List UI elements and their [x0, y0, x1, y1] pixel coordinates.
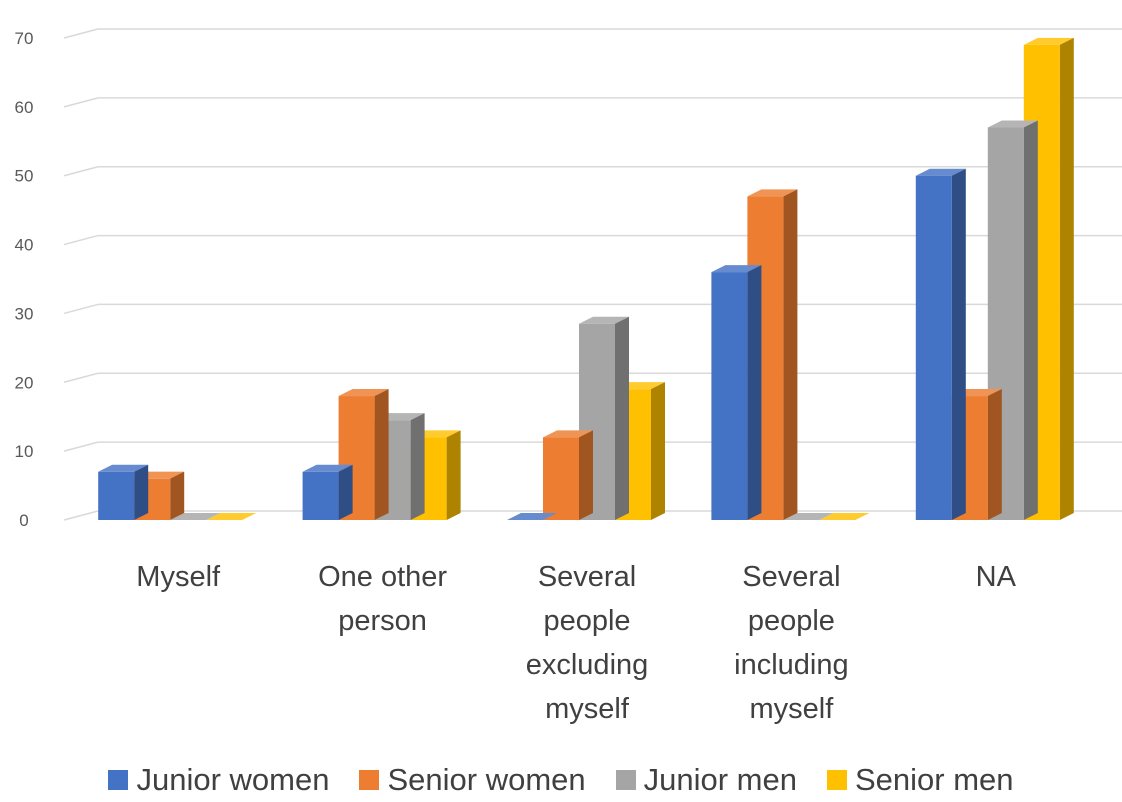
y-tick-label: 70 [15, 29, 34, 48]
bar-front [98, 472, 134, 520]
category-label: person [338, 605, 427, 637]
legend-item: Senior women [359, 762, 585, 798]
bar-side [952, 169, 966, 520]
bar-side [1060, 38, 1074, 520]
y-tick-label: 60 [15, 98, 34, 117]
legend-label: Junior women [136, 762, 329, 798]
gridline-depth [64, 304, 98, 313]
legend: Junior women Senior women Junior men Senior… [0, 758, 1122, 802]
bar-side [988, 389, 1002, 520]
legend-item: Senior men [827, 762, 1014, 798]
legend-swatch [616, 770, 636, 790]
gridline-depth [64, 167, 98, 176]
category-labels: Myself One other person Several people exclud… [136, 561, 1016, 725]
gridline-depth [64, 29, 98, 38]
gridline-depth [64, 442, 98, 451]
legend-item: Junior men [616, 762, 797, 798]
bar [303, 465, 353, 520]
category-label: people [748, 605, 835, 637]
bar-front [543, 437, 579, 520]
bar-side [447, 430, 461, 520]
gridline-depth [64, 236, 98, 245]
legend-label: Senior men [855, 762, 1014, 798]
legend-item: Junior women [108, 762, 329, 798]
y-axis-ticks: 0 10 20 30 40 50 60 70 [15, 29, 34, 530]
bar-side [579, 430, 593, 520]
gridline-depth [64, 511, 98, 520]
y-tick-label: 10 [15, 442, 34, 461]
bar-side [339, 465, 353, 520]
y-tick-label: 40 [15, 236, 34, 255]
legend-swatch [108, 770, 128, 790]
bar-side [375, 389, 389, 520]
bar-side [747, 265, 761, 520]
bar-side [134, 465, 148, 520]
bar-side [651, 382, 665, 520]
category-label: Several [742, 561, 840, 593]
y-tick-label: 50 [15, 167, 34, 186]
gridline-depth [64, 98, 98, 107]
bar-side [411, 413, 425, 520]
y-tick-label: 20 [15, 373, 34, 392]
category-label: Several [538, 561, 636, 593]
category-label: myself [750, 693, 835, 725]
category-label: myself [545, 693, 630, 725]
bar-side [783, 189, 797, 520]
category-label: One other [318, 561, 447, 593]
category-label: Myself [136, 561, 221, 593]
legend-label: Junior men [644, 762, 797, 798]
bar [543, 430, 593, 520]
bar-side [170, 472, 184, 520]
bar-side [1024, 121, 1038, 520]
bar-front [916, 176, 952, 520]
legend-swatch [359, 770, 379, 790]
bars [98, 38, 1074, 520]
category-label: people [543, 605, 630, 637]
bar-side [615, 317, 629, 520]
bar-front [711, 272, 747, 520]
legend-label: Senior women [387, 762, 585, 798]
category-label: excluding [526, 649, 649, 681]
gridline-depth [64, 373, 98, 382]
category-label: including [734, 649, 848, 681]
legend-swatch [827, 770, 847, 790]
bar-chart: 0 10 20 30 40 50 60 70 Myself One other person Sev… [0, 0, 1122, 758]
bar [916, 169, 966, 520]
bar [711, 265, 761, 520]
bar-front [303, 472, 339, 520]
y-tick-label: 0 [19, 511, 28, 530]
category-label: NA [976, 561, 1017, 593]
y-tick-label: 30 [15, 304, 34, 323]
bar [98, 465, 148, 520]
